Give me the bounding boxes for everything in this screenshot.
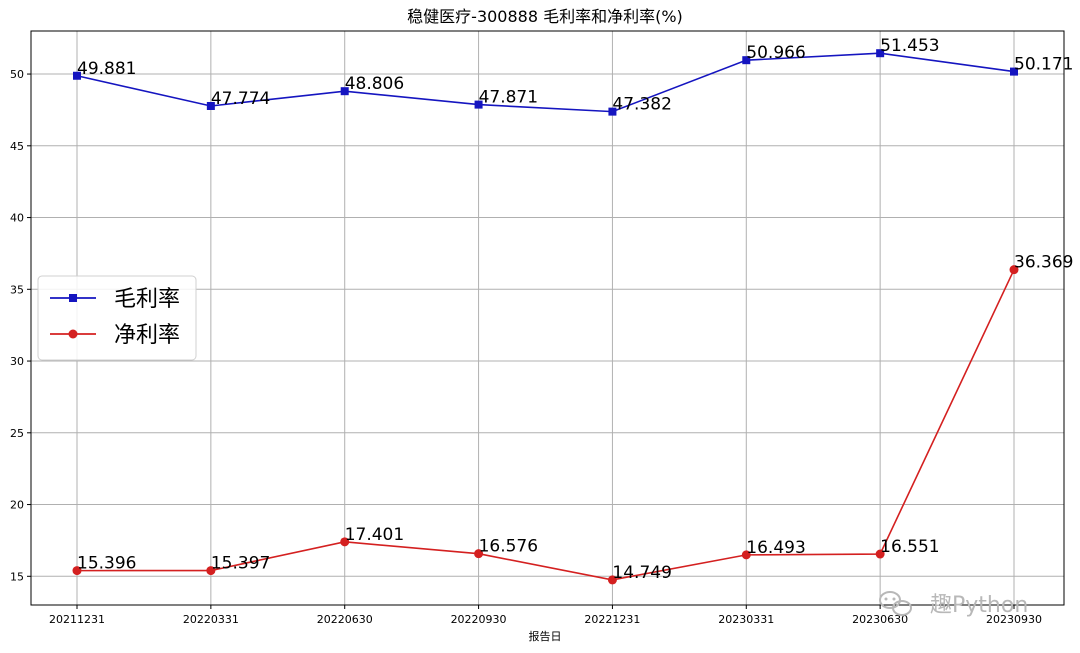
data-point [741,550,751,560]
data-point [875,549,885,559]
data-point [1009,265,1019,275]
data-label: 47.774 [211,89,270,109]
series-0 [73,49,1018,116]
legend-item: 毛利率 [50,287,180,312]
y-tick-label: 45 [10,140,24,153]
data-label: 50.171 [1014,55,1073,75]
y-tick-label: 30 [10,355,24,368]
data-point [607,575,617,585]
data-label: 15.397 [211,554,270,574]
legend-marker [69,294,77,302]
data-label: 49.881 [77,59,136,79]
x-tick-label: 20220930 [451,613,507,626]
data-point [73,71,81,80]
data-point [340,87,349,96]
axes: 15 20 25 30 35 40 45 50 20211231 20220331 20220630… [10,30,1065,626]
data-label: 16.576 [479,537,538,557]
data-point [206,566,216,576]
data-label: 15.396 [77,554,136,574]
grid-lines [31,31,1064,605]
y-tick-label: 40 [10,212,24,225]
data-label: 14.749 [612,563,671,583]
data-labels: 49.881 47.774 48.806 47.871 47.382 50.966 51.4… [77,36,1073,583]
data-point [474,100,483,109]
data-label: 47.382 [612,95,671,115]
legend-label: 净利率 [114,323,180,348]
watermark: 趣Python [879,591,1028,618]
data-point [1010,67,1018,76]
x-tick-label: 20220630 [317,613,373,626]
data-label: 48.806 [345,74,404,94]
y-tick-label: 20 [10,499,24,512]
plot-frame [30,30,1065,606]
legend-label: 毛利率 [114,287,180,312]
legend-item: 净利率 [50,323,180,348]
y-tick-label: 50 [10,68,24,81]
y-tick-label: 15 [10,570,24,583]
y-tick-label: 25 [10,427,24,440]
watermark-text: 趣Python [930,593,1028,618]
data-label: 47.871 [479,88,538,108]
series-1 [72,265,1019,585]
x-tick-label: 20230331 [718,613,774,626]
x-tick-label: 20211231 [49,613,105,626]
data-point [876,49,885,58]
data-point [474,549,484,559]
x-axis-title: 报告日 [529,629,562,643]
data-label: 16.551 [880,537,939,557]
x-tick-label: 20220331 [183,613,239,626]
data-point [742,56,751,65]
legend-box [37,275,197,361]
x-tick-label: 20230630 [852,613,908,626]
x-tick-label: 20221231 [584,613,640,626]
x-tick-label: 20230930 [986,613,1042,626]
series-line [76,52,1015,113]
data-label: 16.493 [746,538,805,558]
wechat-icon [879,591,912,616]
y-tick-label: 35 [10,283,24,296]
data-point [206,101,215,110]
data-label: 17.401 [345,525,404,545]
chart-title: 稳健医疗-300888 毛利率和净利率(%) [407,7,683,26]
legend-marker [68,329,78,339]
data-label: 50.966 [746,43,805,63]
data-label: 36.369 [1014,253,1073,273]
series-line [76,269,1015,581]
data-point [608,107,617,116]
data-point [72,566,82,576]
data-label: 51.453 [880,36,939,56]
data-point [340,537,350,547]
series-layer [72,49,1019,585]
